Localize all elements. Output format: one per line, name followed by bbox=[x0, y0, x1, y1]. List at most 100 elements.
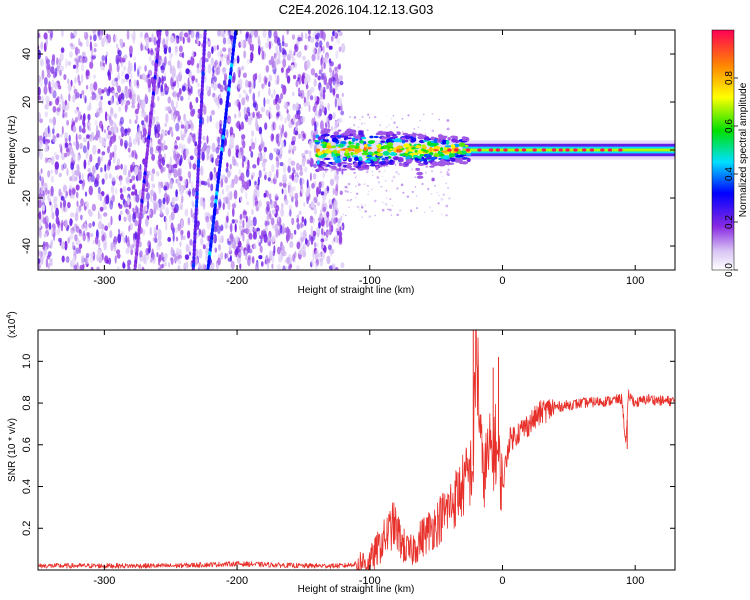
signal-blob bbox=[410, 137, 417, 143]
heatmap-cell bbox=[290, 140, 296, 146]
heatmap-cell bbox=[379, 124, 382, 126]
heatmap-cell bbox=[425, 165, 429, 168]
heatmap-cell bbox=[232, 239, 237, 250]
heatmap-cell bbox=[83, 159, 87, 170]
signal-blob bbox=[389, 148, 393, 151]
heatmap-cell bbox=[302, 250, 307, 258]
signal-peak bbox=[589, 148, 595, 152]
heatmap-cell bbox=[215, 157, 219, 167]
heatmap-cell bbox=[77, 111, 82, 121]
heatmap-cell bbox=[173, 114, 176, 123]
heatmap-cell bbox=[151, 33, 154, 43]
heatmap-cell bbox=[163, 181, 168, 187]
signal-peak bbox=[477, 148, 482, 152]
heatmap-cell bbox=[79, 93, 82, 99]
heatmap-cell bbox=[210, 183, 214, 192]
signal-blob bbox=[389, 132, 394, 135]
signal-peak bbox=[495, 148, 500, 152]
heatmap-cell bbox=[134, 108, 139, 115]
heatmap-cell bbox=[267, 177, 271, 182]
heatmap-cell bbox=[446, 127, 450, 131]
heatmap-cell bbox=[314, 72, 318, 78]
heatmap-cell bbox=[121, 78, 125, 84]
heatmap-cell bbox=[122, 262, 126, 269]
heatmap-cell bbox=[174, 91, 177, 99]
heatmap-cell bbox=[232, 155, 235, 164]
heatmap-cell bbox=[238, 123, 241, 132]
signal-blob bbox=[411, 147, 416, 150]
heatmap-cell bbox=[50, 156, 55, 166]
heatmap-cell bbox=[399, 209, 402, 212]
heatmap-cell bbox=[231, 219, 236, 224]
heatmap-cell bbox=[336, 230, 340, 236]
heatmap-cell bbox=[38, 218, 41, 227]
heatmap-cell bbox=[116, 100, 119, 106]
heatmap-cell bbox=[361, 115, 364, 118]
heatmap-cell bbox=[424, 211, 426, 214]
heatmap-cell bbox=[64, 240, 68, 251]
heatmap-cell bbox=[207, 51, 212, 59]
heatmap-cell bbox=[268, 87, 271, 96]
snr-plot-area bbox=[38, 330, 675, 570]
heatmap-cell bbox=[252, 164, 257, 169]
heatmap-cell bbox=[280, 207, 284, 217]
heatmap-cell bbox=[125, 89, 129, 100]
heatmap-cell bbox=[181, 195, 184, 203]
heatmap-cell bbox=[118, 94, 122, 100]
heatmap-cell bbox=[275, 103, 280, 111]
heatmap-cell bbox=[341, 92, 344, 97]
heatmap-cell bbox=[440, 171, 443, 174]
heatmap-cell bbox=[213, 84, 216, 90]
x-tick-label: 0 bbox=[499, 275, 505, 287]
heatmap-cell bbox=[85, 202, 88, 207]
heatmap-cell bbox=[296, 222, 300, 230]
heatmap-cell bbox=[318, 110, 321, 116]
heatmap-cell bbox=[250, 150, 254, 158]
heatmap-cell bbox=[71, 148, 74, 159]
heatmap-cell bbox=[169, 156, 172, 165]
heatmap-cell bbox=[81, 51, 86, 58]
heatmap-cell bbox=[197, 88, 201, 97]
heatmap-cell bbox=[203, 200, 206, 210]
heatmap-cell bbox=[182, 85, 186, 92]
heatmap-cell bbox=[192, 133, 196, 143]
heatmap-cell bbox=[234, 113, 237, 119]
heatmap-cell bbox=[89, 256, 94, 264]
heatmap-cell bbox=[132, 56, 137, 61]
heatmap-cell bbox=[311, 53, 316, 62]
heatmap-cell bbox=[262, 30, 267, 39]
heatmap-cell bbox=[104, 225, 108, 231]
heatmap-cell bbox=[291, 57, 296, 63]
heatmap-cell bbox=[153, 191, 156, 199]
heatmap-cell bbox=[260, 237, 263, 244]
heatmap-cell bbox=[214, 59, 218, 66]
heatmap-cell bbox=[113, 113, 118, 119]
heatmap-cell bbox=[336, 180, 339, 185]
heatmap-cell bbox=[287, 165, 291, 173]
heatmap-cell bbox=[100, 66, 105, 71]
heatmap-cell bbox=[151, 183, 156, 189]
heatmap-cell bbox=[219, 60, 222, 67]
heatmap-cell bbox=[312, 133, 315, 143]
heatmap-cell bbox=[38, 258, 41, 264]
heatmap-cell bbox=[165, 39, 168, 47]
heatmap-cell bbox=[319, 213, 323, 223]
heatmap-cell bbox=[101, 178, 105, 185]
heatmap-cell bbox=[226, 162, 229, 169]
heatmap-cell bbox=[264, 122, 268, 130]
heatmap-cell bbox=[355, 197, 357, 199]
heatmap-cell bbox=[76, 164, 80, 174]
heatmap-cell bbox=[317, 46, 322, 53]
heatmap-cell bbox=[122, 185, 127, 193]
heatmap-cell bbox=[92, 165, 95, 176]
heatmap-cell bbox=[314, 34, 318, 40]
heatmap-cell bbox=[153, 226, 157, 235]
heatmap-cell bbox=[395, 171, 398, 174]
signal-blob bbox=[421, 148, 424, 152]
heatmap-cell bbox=[225, 83, 228, 93]
signal-blob bbox=[400, 137, 406, 141]
heatmap-cell bbox=[433, 184, 436, 187]
heatmap-cell bbox=[180, 134, 185, 141]
heatmap-cell bbox=[62, 109, 65, 119]
